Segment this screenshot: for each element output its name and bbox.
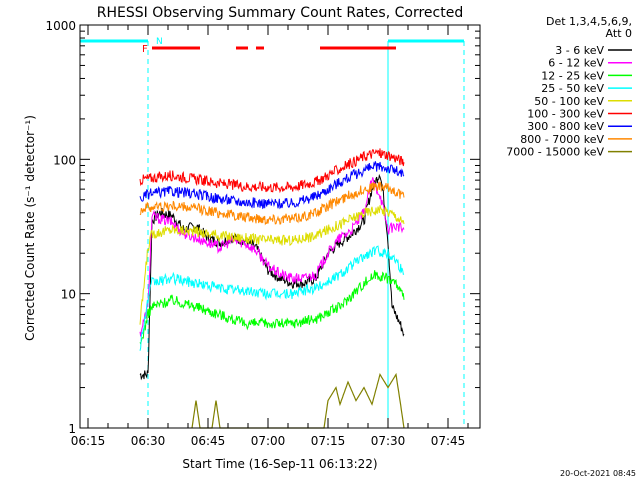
legend-label: 50 - 100 keV	[534, 95, 604, 108]
x-tick-label: 07:00	[251, 434, 286, 448]
y-axis-label: Corrected Count Rate (s⁻¹ detector⁻¹)	[23, 115, 37, 341]
x-tick-label: 06:15	[71, 434, 106, 448]
x-tick-label: 06:30	[131, 434, 166, 448]
x-tick-label: 07:45	[431, 434, 466, 448]
legend-label: 12 - 25 keV	[541, 69, 604, 82]
series-line	[139, 161, 405, 210]
x-tick-label: 06:45	[191, 434, 226, 448]
legend-label: 25 - 50 keV	[541, 82, 604, 95]
y-tick-label: 1000	[45, 19, 76, 33]
series-line	[139, 245, 405, 351]
legend-label: 300 - 800 keV	[527, 120, 604, 133]
series-layer	[139, 148, 405, 429]
x-tick-label: 07:30	[371, 434, 406, 448]
plot-frame	[79, 24, 481, 429]
y-tick-label: 10	[61, 288, 76, 302]
series-line	[139, 181, 405, 226]
series-line	[191, 372, 405, 429]
annotation-layer: FN	[79, 37, 465, 428]
legend-label: 100 - 300 keV	[527, 108, 604, 121]
series-line	[139, 173, 405, 381]
series-line	[139, 270, 405, 346]
axes-layer: 1 10 100 1000 06:15 06:30 06:45 07:00 07:15 07:30…	[45, 19, 481, 448]
legend-label: 3 - 6 keV	[555, 44, 604, 57]
y-tick-label: 1	[68, 422, 76, 436]
series-line	[139, 148, 405, 194]
legend-header-line: Att 0	[606, 27, 632, 40]
legend-label: 6 - 12 keV	[548, 57, 604, 70]
legend-label: 800 - 7000 keV	[520, 133, 604, 146]
legend-label: 7000 - 15000 keV	[506, 146, 604, 159]
chart-title: RHESSI Observing Summary Count Rates, Co…	[97, 5, 463, 21]
x-axis-label: Start Time (16-Sep-11 06:13:22)	[182, 457, 377, 471]
legend-header-line: Det 1,3,4,5,6,9,	[546, 15, 632, 28]
night-flag-label: N	[156, 37, 163, 47]
flare-flag-label: F	[142, 44, 148, 55]
series-line	[139, 205, 405, 325]
footer-timestamp: 20-Oct-2021 08:45	[560, 469, 636, 478]
x-tick-label: 07:15	[311, 434, 346, 448]
y-tick-label: 100	[53, 153, 76, 167]
